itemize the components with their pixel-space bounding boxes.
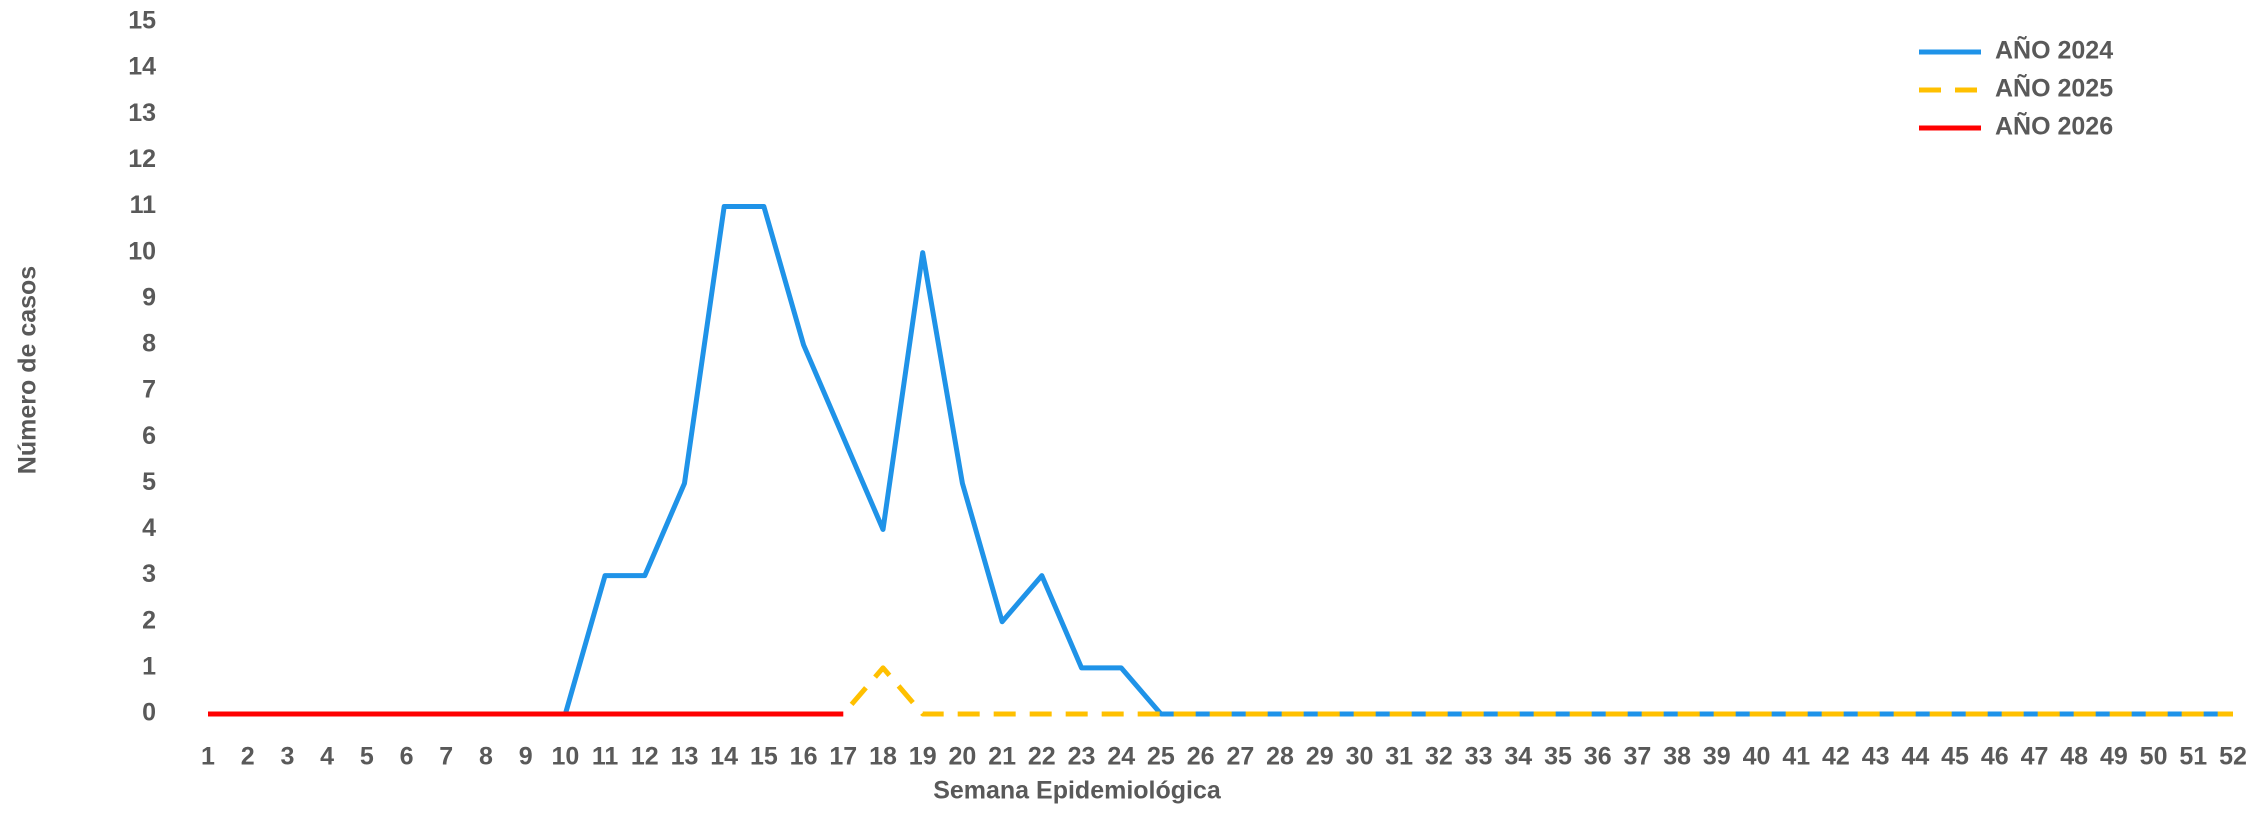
x-tick-label: 12 [631,743,659,771]
x-tick-label: 42 [1822,743,1850,771]
y-tick-label: 5 [142,468,156,496]
x-tick-label: 3 [280,743,294,771]
y-tick-label: 6 [142,422,156,450]
x-tick-label: 35 [1544,743,1572,771]
y-tick-label: 14 [128,53,156,81]
x-tick-label: 1 [201,743,215,771]
x-tick-label: 47 [2021,743,2049,771]
x-tick-label: 10 [551,743,579,771]
x-tick-label: 36 [1584,743,1612,771]
x-tick-label: 21 [988,743,1016,771]
y-tick-label: 9 [142,283,156,311]
y-tick-label: 1 [142,652,156,680]
x-tick-label: 39 [1703,743,1731,771]
x-tick-label: 29 [1306,743,1334,771]
y-tick-label: 11 [130,191,157,219]
x-tick-label: 17 [829,743,857,771]
x-tick-label: 45 [1941,743,1969,771]
x-tick-label: 50 [2140,743,2168,771]
x-tick-label: 31 [1385,743,1413,771]
y-tick-label: 8 [142,330,156,358]
legend-label: AÑO 2025 [1995,73,2113,103]
x-tick-label: 9 [519,743,533,771]
x-tick-label: 18 [869,743,897,771]
x-tick-label: 2 [241,743,255,771]
x-tick-label: 7 [439,743,453,771]
y-tick-label: 15 [128,7,156,35]
x-tick-label: 20 [949,743,977,771]
x-tick-label: 49 [2100,743,2128,771]
y-tick-label: 0 [142,699,156,727]
y-tick-label: 13 [128,99,156,127]
y-tick-label: 7 [142,376,156,404]
line-series [208,204,2233,717]
x-tick-label: 11 [592,743,619,771]
line-series [208,665,2233,717]
x-tick-label: 52 [2219,743,2247,771]
x-tick-label: 24 [1107,743,1135,771]
y-axis-title: Número de casos [14,266,42,474]
x-tick-label: 8 [479,743,493,771]
x-tick-label: 6 [400,743,414,771]
x-tick-label: 16 [790,743,818,771]
x-tick-label: 26 [1187,743,1215,771]
x-tick-label: 22 [1028,743,1056,771]
x-tick-label: 41 [1782,743,1810,771]
x-tick-label: 38 [1663,743,1691,771]
x-tick-label: 44 [1901,743,1929,771]
x-tick-label: 23 [1068,743,1096,771]
legend-label: AÑO 2026 [1995,111,2113,141]
x-tick-label: 25 [1147,743,1175,771]
x-tick-label: 51 [2179,743,2207,771]
y-tick-label: 4 [142,514,156,542]
legend-label: AÑO 2024 [1995,35,2113,65]
y-tick-label: 2 [142,606,156,634]
x-tick-label: 48 [2060,743,2088,771]
x-tick-label: 5 [360,743,374,771]
x-tick-label: 13 [671,743,699,771]
x-tick-label: 30 [1346,743,1374,771]
x-axis-title: Semana Epidemiológica [933,777,1222,805]
x-tick-label: 40 [1743,743,1771,771]
x-tick-label: 19 [909,743,937,771]
x-tick-label: 14 [710,743,738,771]
x-tick-label: 33 [1465,743,1493,771]
y-tick-label: 10 [128,237,156,265]
x-tick-label: 37 [1624,743,1652,771]
x-tick-label: 28 [1266,743,1294,771]
x-tick-label: 32 [1425,743,1453,771]
x-tick-label: 43 [1862,743,1890,771]
x-tick-label: 46 [1981,743,2009,771]
x-tick-label: 15 [750,743,778,771]
y-tick-label: 12 [128,145,156,173]
x-tick-label: 34 [1504,743,1532,771]
x-tick-label: 4 [320,743,334,771]
x-tick-label: 27 [1226,743,1254,771]
y-tick-label: 3 [142,560,156,588]
